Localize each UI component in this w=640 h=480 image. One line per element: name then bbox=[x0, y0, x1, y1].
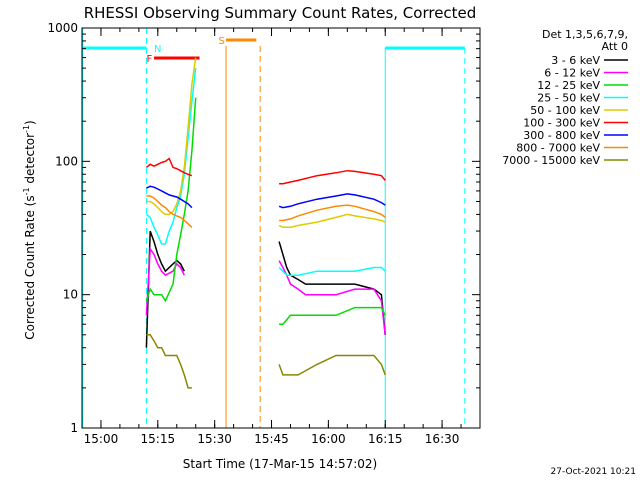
series-line-6 bbox=[146, 185, 193, 209]
series-line-3 bbox=[145, 68, 197, 245]
x-tick-label: 15:45 bbox=[254, 432, 289, 446]
night-label: N bbox=[154, 44, 161, 55]
y-tick-label: 1 bbox=[70, 421, 78, 435]
plot-frame bbox=[81, 27, 481, 429]
series-line-7 bbox=[146, 195, 193, 228]
legend-label: 7000 - 15000 keV bbox=[502, 154, 600, 167]
chart-title: RHESSI Observing Summary Count Rates, Co… bbox=[84, 4, 477, 22]
series-line-2 bbox=[279, 306, 386, 325]
series-line-2 bbox=[145, 97, 197, 303]
y-tick-label: 100 bbox=[55, 154, 78, 168]
legend-header-2: Att 0 bbox=[602, 40, 628, 53]
legend-label: 300 - 800 keV bbox=[523, 129, 600, 142]
y-axis-label: Corrected Count Rate (s-1 detector-1) bbox=[22, 120, 37, 339]
series-line-6 bbox=[278, 193, 386, 209]
x-tick-label: 16:15 bbox=[368, 432, 403, 446]
series-line-4 bbox=[278, 213, 386, 229]
series-line-8 bbox=[278, 354, 386, 376]
series-line-0 bbox=[145, 230, 185, 348]
legend-label: 50 - 100 keV bbox=[530, 104, 600, 117]
y-tick-label: 10 bbox=[63, 288, 78, 302]
legend-label: 800 - 7000 keV bbox=[516, 142, 600, 155]
legend-label: 6 - 12 keV bbox=[544, 67, 600, 80]
x-tick-label: 16:00 bbox=[311, 432, 346, 446]
x-tick-label: 15:15 bbox=[141, 432, 176, 446]
series-line-0 bbox=[278, 241, 386, 335]
legend-label: 100 - 300 keV bbox=[523, 117, 600, 130]
x-tick-label: 15:00 bbox=[84, 432, 119, 446]
legend-label: 3 - 6 keV bbox=[551, 54, 600, 67]
series-line-5 bbox=[279, 169, 386, 185]
legend-header: Det 1,3,5,6,7,9, bbox=[542, 28, 628, 41]
series-line-8 bbox=[146, 334, 192, 389]
s-label: S bbox=[218, 36, 224, 47]
x-axis-label: Start Time (17-Mar-15 14:57:02) bbox=[183, 457, 377, 471]
timestamp: 27-Oct-2021 10:21 bbox=[551, 467, 636, 477]
legend-label: 12 - 25 keV bbox=[537, 79, 600, 92]
series-line-3 bbox=[278, 266, 386, 276]
series-line-5 bbox=[145, 157, 193, 177]
legend-label: 25 - 50 keV bbox=[537, 92, 600, 105]
x-tick-label: 15:30 bbox=[197, 432, 232, 446]
series-line-1 bbox=[145, 246, 185, 316]
flare-label: F bbox=[146, 54, 152, 65]
x-tick-label: 16:30 bbox=[425, 432, 460, 446]
series-line-7 bbox=[279, 204, 386, 222]
y-tick-label: 1000 bbox=[47, 21, 78, 35]
